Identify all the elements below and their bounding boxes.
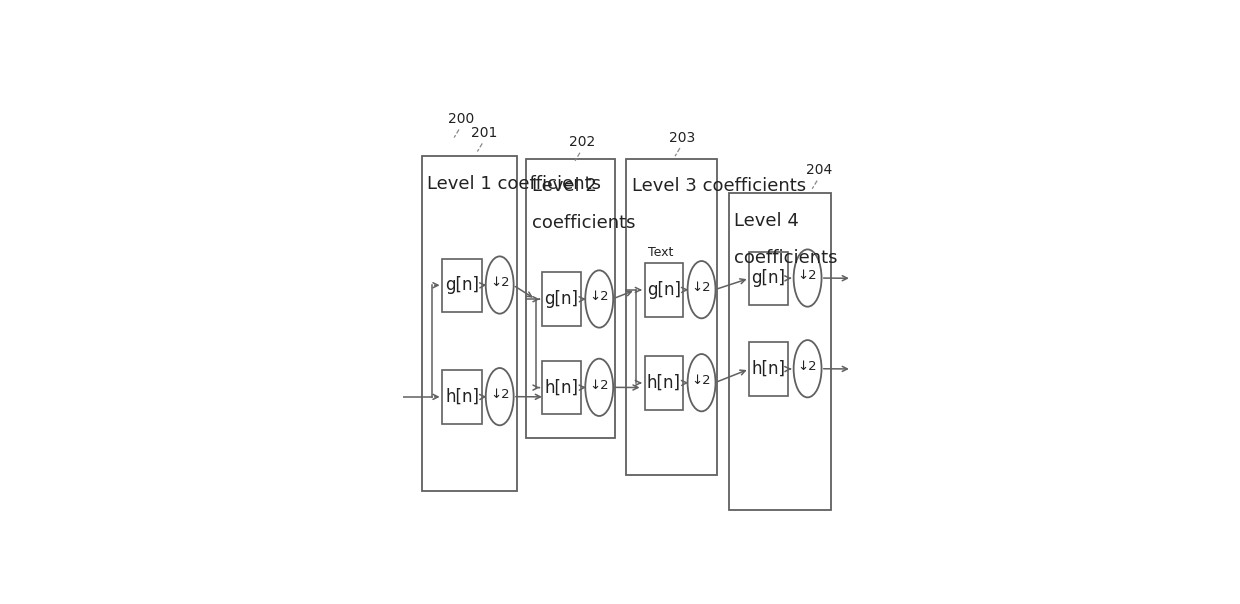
Text: Text: Text [649, 245, 673, 259]
Text: Level 2: Level 2 [532, 177, 596, 195]
Text: ↓2: ↓2 [692, 281, 712, 294]
Ellipse shape [486, 256, 513, 313]
Ellipse shape [585, 359, 613, 416]
Text: ↓2: ↓2 [692, 374, 712, 387]
Bar [645, 356, 683, 410]
Text: ↓2: ↓2 [490, 388, 510, 401]
Text: coefficients: coefficients [532, 214, 635, 233]
Ellipse shape [585, 271, 613, 327]
Text: g[n]: g[n] [445, 276, 479, 294]
Text: ↓2: ↓2 [589, 379, 609, 391]
Text: 201: 201 [471, 126, 497, 140]
Ellipse shape [794, 340, 822, 397]
Bar [645, 263, 683, 316]
Text: h[n]: h[n] [647, 374, 681, 392]
Text: 203: 203 [668, 130, 696, 144]
Text: 202: 202 [569, 135, 595, 149]
Text: g[n]: g[n] [751, 269, 785, 288]
Ellipse shape [486, 368, 513, 425]
Text: ↓2: ↓2 [797, 269, 817, 282]
Text: Level 1 coefficients: Level 1 coefficients [427, 175, 601, 193]
Ellipse shape [688, 261, 715, 318]
Bar [729, 193, 831, 510]
Bar [749, 342, 787, 396]
Text: ↓2: ↓2 [589, 290, 609, 303]
Text: h[n]: h[n] [751, 360, 785, 378]
Bar [542, 361, 580, 414]
Text: ↓2: ↓2 [490, 276, 510, 289]
Bar [422, 156, 517, 491]
Bar [626, 158, 717, 475]
Text: coefficients: coefficients [734, 249, 837, 267]
Text: 200: 200 [448, 112, 474, 126]
Text: Level 3 coefficients: Level 3 coefficients [631, 177, 806, 195]
Bar [443, 259, 482, 312]
Bar [526, 158, 615, 437]
Bar [443, 370, 482, 423]
Text: 204: 204 [806, 163, 832, 177]
Text: ↓2: ↓2 [797, 360, 817, 373]
Bar [749, 251, 787, 305]
Text: g[n]: g[n] [647, 281, 681, 299]
Ellipse shape [688, 354, 715, 411]
Ellipse shape [794, 249, 822, 307]
Bar [542, 272, 580, 326]
Text: h[n]: h[n] [544, 379, 579, 397]
Text: g[n]: g[n] [544, 290, 579, 308]
Text: h[n]: h[n] [445, 388, 479, 406]
Text: Level 4: Level 4 [734, 212, 799, 230]
